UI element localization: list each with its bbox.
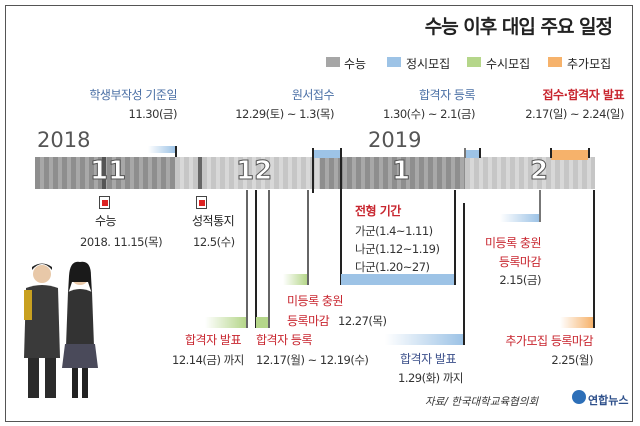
jeongsi-bar [385, 334, 463, 345]
connector-line [246, 190, 248, 328]
month-label: 11 [89, 156, 127, 187]
susi-announce-date: 12.14(금) 까지 [172, 353, 244, 367]
year-2018: 2018 [37, 128, 91, 152]
susi-unreg-title: 미등록 충원 [287, 294, 344, 308]
yonhap-logo-icon [572, 390, 586, 404]
connector-line [175, 146, 177, 157]
csat-marker-icon [99, 196, 110, 209]
event-date: 12.29(토) ~ 1.3(목) [235, 107, 334, 121]
event-date: 2.17(일) ~ 2.24(일) [525, 107, 624, 121]
jeongsi-bar [500, 214, 539, 222]
period-line: 가군(1.4~1.11) [355, 224, 433, 238]
event-title: 학생부작성 기준일 [89, 88, 177, 102]
connector-line [479, 148, 481, 158]
susi-announce-title: 합격자 발표 [185, 333, 242, 347]
connector-line [255, 190, 257, 328]
event-title: 원서접수 [291, 88, 335, 102]
month-segment-2 [465, 157, 595, 189]
event-date: 1.30(수) ~ 2.1(금) [383, 107, 475, 121]
month-label: 1 [391, 156, 411, 187]
legend-label: 추가모집 [567, 57, 612, 71]
boy-jacket [24, 285, 60, 358]
period-line: 다군(1.20~27) [355, 260, 430, 274]
susi-register-date: 12.17(월) ~ 12.19(수) [256, 353, 369, 367]
legend-label: 정시모집 [406, 57, 451, 71]
logo-text: 연합뉴스 [588, 394, 629, 407]
connector-line [539, 190, 541, 222]
month-segment-1 [320, 157, 465, 189]
month-label: 12 [235, 156, 273, 187]
legend-label: 수능 [344, 57, 367, 71]
legend-swatch-extra [548, 57, 562, 67]
csat-title: 수능 [95, 214, 117, 228]
page-title: 수능 이후 대입 주요 일정 [424, 16, 613, 38]
susi-register-title: 합격자 등록 [256, 333, 313, 347]
students-illustration [24, 261, 98, 398]
year-2019: 2019 [368, 128, 422, 152]
connector-line [307, 190, 309, 285]
event-date: 11.30(금) [128, 107, 178, 121]
connector-line [463, 203, 465, 345]
jeongsi-unreg-title2: 등록마감 [498, 255, 542, 269]
legend-label: 수시모집 [486, 57, 531, 71]
connector-line [454, 190, 456, 285]
extra-deadline-title: 추가모집 등록마감 [505, 334, 593, 348]
extra-bar [551, 150, 588, 160]
legend-swatch-jeongsi [387, 57, 401, 67]
connector-line [312, 148, 314, 193]
extra-bar [560, 317, 593, 328]
connector-line [464, 148, 466, 158]
boy-head [33, 265, 51, 283]
period-title: 전형 기간 [355, 204, 401, 218]
jeongsi-period-bar [341, 274, 454, 285]
jeongsi-bar [148, 146, 175, 153]
frame [5, 5, 633, 422]
score-marker-icon [196, 196, 207, 209]
susi-unreg-date: 12.27(목) [338, 314, 387, 328]
connector-line [340, 148, 342, 193]
event-title: 접수·합격자 발표 [542, 88, 624, 102]
jeongsi-bar [464, 150, 479, 158]
extra-deadline-date: 2.25(월) [551, 353, 593, 367]
jeongsi-bar [313, 150, 341, 158]
score-day-mark [198, 157, 202, 189]
source-text: 자료/ 한국대학교육협의회 [425, 396, 539, 408]
connector-line [588, 148, 590, 158]
event-title: 합격자 등록 [418, 88, 476, 102]
csat-day-mark [102, 157, 106, 189]
legend-swatch-susi [467, 57, 481, 67]
connector-line [268, 190, 270, 328]
month-label: 2 [529, 156, 549, 187]
scores-title: 성적통지 [192, 214, 235, 228]
susi-bar [205, 317, 246, 328]
jeongsi-unreg-title: 미등록 충원 [484, 236, 542, 250]
susi-bar [283, 274, 307, 285]
legend-swatch-csat [326, 57, 340, 67]
scores-date: 12.5(수) [193, 235, 235, 249]
susi-unreg-title2: 등록마감 [287, 314, 330, 328]
susi-bar [256, 317, 268, 328]
period-line: 나군(1.12~1.19) [355, 242, 440, 256]
jeongsi-announce-date: 1.29(화) 까지 [398, 371, 463, 385]
connector-line [593, 190, 595, 328]
jeongsi-announce-title: 합격자 발표 [400, 352, 457, 366]
girl-jacket [66, 289, 94, 346]
csat-date: 2018. 11.15(목) [80, 235, 163, 249]
jeongsi-unreg-date: 2.15(금) [499, 273, 541, 287]
connector-line [550, 148, 552, 158]
connector-line [340, 190, 342, 285]
